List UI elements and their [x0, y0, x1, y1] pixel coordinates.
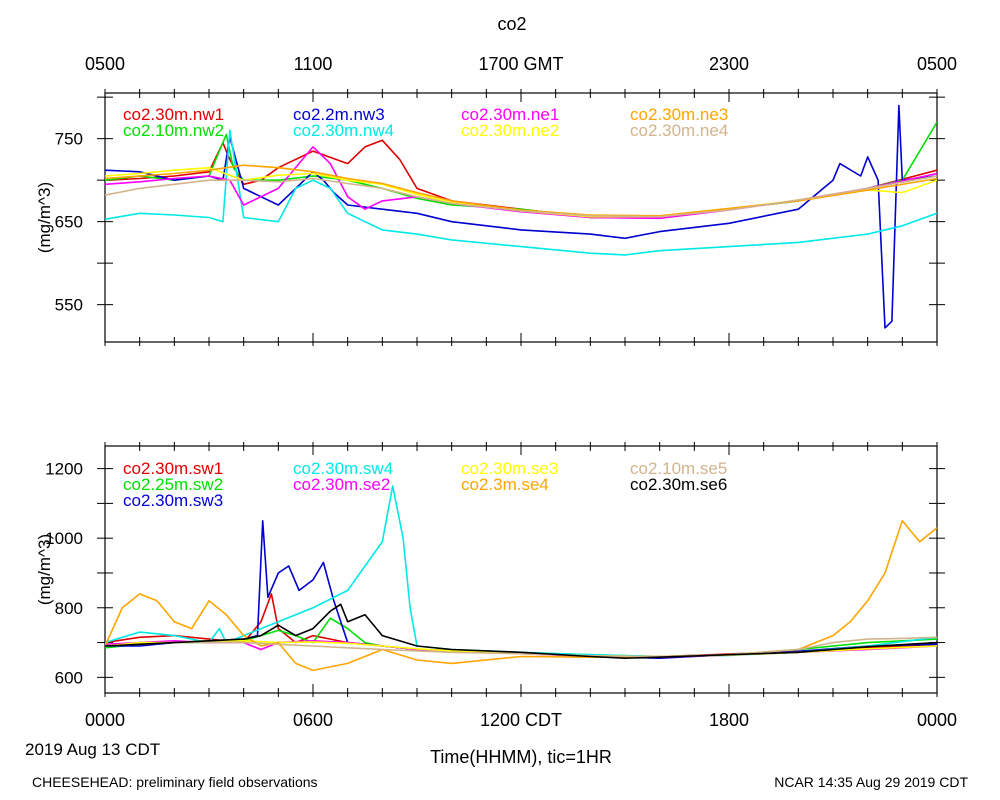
series-group: [105, 104, 937, 329]
series-line-co2-30m-sw3: [105, 519, 937, 660]
legend-entry-co2-10m-nw2: co2.10m.nw2: [123, 121, 224, 140]
top-x-tick-label: 2300: [709, 54, 749, 74]
bottom-x-tick-label: 0000: [917, 710, 957, 730]
series-line-co2-10m-se5: [105, 636, 937, 658]
series-line-co2-30m-nw4: [105, 129, 937, 256]
legend-entry-co2-30m-ne3: co2.30m.ne3: [630, 105, 728, 124]
series-line-co2-30m-ne4: [105, 175, 937, 218]
y-tick-label: 750: [55, 130, 83, 149]
y-tick-label: 600: [55, 668, 83, 687]
legend-entry-co2-30m-se2: co2.30m.se2: [293, 475, 390, 494]
footer-credit: CHEESEHEAD: preliminary field observatio…: [32, 774, 318, 790]
y-axis-label: (mg/m^3): [35, 182, 54, 253]
legend-entry-co2-30m-se3: co2.30m.se3: [461, 459, 558, 478]
top-x-tick-label: 0500: [85, 54, 125, 74]
bottom-x-tick-label: 0000: [85, 710, 125, 730]
x-axis-label: Time(HHMM), tic=1HR: [430, 747, 612, 767]
legend-entry-co2-30m-sw3: co2.30m.sw3: [123, 491, 223, 510]
series-line-co2-30m-se6: [105, 603, 937, 660]
legend-entry-co2-10m-se5: co2.10m.se5: [630, 459, 727, 478]
legend-entry-co2-30m-nw4: co2.30m.nw4: [293, 121, 394, 140]
legend-entry-co2-30m-ne1: co2.30m.ne1: [461, 105, 559, 124]
bottom-x-tick-label: 1200 CDT: [480, 710, 562, 730]
bottom-x-tick-label: 1800: [709, 710, 749, 730]
footer-timestamp: NCAR 14:35 Aug 29 2019 CDT: [774, 774, 968, 790]
legend-entry-co2-30m-nw1: co2.30m.nw1: [123, 105, 224, 124]
legend-entry-co2-30m-ne4: co2.30m.ne4: [630, 121, 728, 140]
legend-entry-co2-30m-se6: co2.30m.se6: [630, 475, 727, 494]
top-x-tick-label: 0500: [917, 54, 957, 74]
y-tick-label: 1000: [45, 529, 83, 548]
y-tick-label: 800: [55, 599, 83, 618]
bottom-x-tick-label: 0600: [293, 710, 333, 730]
y-tick-label: 650: [55, 213, 83, 232]
legend-entry-co2-30m-sw1: co2.30m.sw1: [123, 459, 223, 478]
legend-entry-co2-25m-sw2: co2.25m.sw2: [123, 475, 223, 494]
top-x-tick-label: 1700 GMT: [478, 54, 563, 74]
series-line-co2-30m-sw4: [105, 485, 937, 658]
figure-title: co2: [497, 14, 526, 34]
chart-panel-bottom: 600 800 1000 1200 (mg/m^3) 0000 0600 1200 CDT 18…: [35, 442, 957, 767]
date-label: 2019 Aug 13 CDT: [25, 740, 160, 759]
y-tick-label: 550: [55, 296, 83, 315]
series-line-co2-30m-ne3: [105, 164, 937, 217]
y-axis-label: (mg/m^3): [35, 534, 54, 605]
legend-entry-co2-3m-se4: co2.3m.se4: [461, 475, 549, 494]
legend-entry-co2-30m-ne2: co2.30m.ne2: [461, 121, 559, 140]
top-x-tick-label: 1100: [294, 54, 333, 74]
legend-entry-co2-2m-nw3: co2.2m.nw3: [293, 105, 385, 124]
chart-panel-top: 550 650 750 (mg/m^3) 0500 1100 1700 GMT 2300 050…: [35, 54, 957, 346]
series-group: [105, 485, 937, 672]
legend-entry-co2-30m-sw4: co2.30m.sw4: [293, 459, 393, 478]
y-tick-label: 1200: [45, 460, 83, 479]
